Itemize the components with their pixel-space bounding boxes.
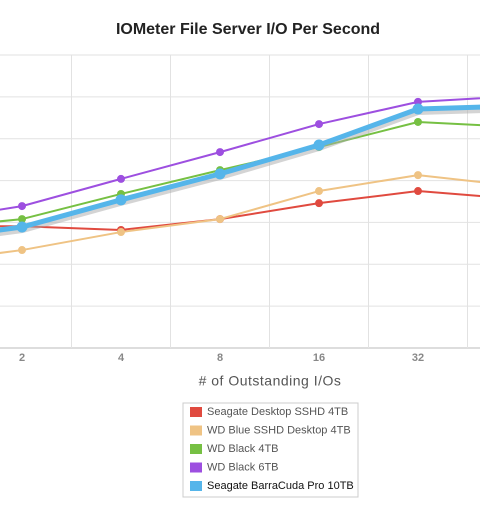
data-point: [216, 148, 224, 157]
x-tick-label: 16: [313, 352, 325, 364]
data-point: [315, 187, 323, 196]
data-point: [115, 194, 127, 206]
legend-label: Seagate Desktop SSHD 4TB: [207, 406, 348, 418]
legend-swatch: [190, 481, 202, 491]
data-point: [412, 103, 424, 115]
data-point: [414, 117, 422, 126]
legend-swatch: [190, 407, 202, 417]
data-point: [414, 171, 422, 180]
data-point: [18, 246, 26, 255]
data-point: [414, 187, 422, 196]
data-point: [117, 228, 125, 237]
legend-label: WD Black 4TB: [207, 443, 279, 455]
data-point: [313, 139, 325, 151]
x-tick-label: 2: [19, 352, 25, 364]
legend-box: [182, 402, 359, 498]
x-tick-label: 32: [412, 352, 424, 364]
legend-swatch: [190, 444, 202, 454]
x-axis-label: # of Outstanding I/Os: [199, 373, 342, 389]
data-point: [18, 215, 26, 224]
chart-title: IOMeter File Server I/O Per Second: [116, 21, 380, 38]
data-point: [214, 168, 226, 180]
legend-label: Seagate BarraCuda Pro 10TB: [207, 480, 354, 492]
plot-area: 2 4 8 16 32: [0, 54, 480, 364]
x-tick-label: 4: [118, 352, 125, 364]
legend-swatch: [190, 425, 202, 436]
data-point: [216, 215, 224, 224]
data-point: [18, 202, 26, 211]
data-point: [16, 221, 28, 233]
data-point: [315, 199, 323, 208]
x-tick-label: 8: [217, 352, 223, 364]
legend-swatch: [190, 462, 202, 473]
legend-label: WD Black 6TB: [207, 461, 279, 473]
legend-label: WD Blue SSHD Desktop 4TB: [207, 424, 351, 436]
data-point: [315, 120, 323, 129]
data-point: [117, 174, 125, 183]
